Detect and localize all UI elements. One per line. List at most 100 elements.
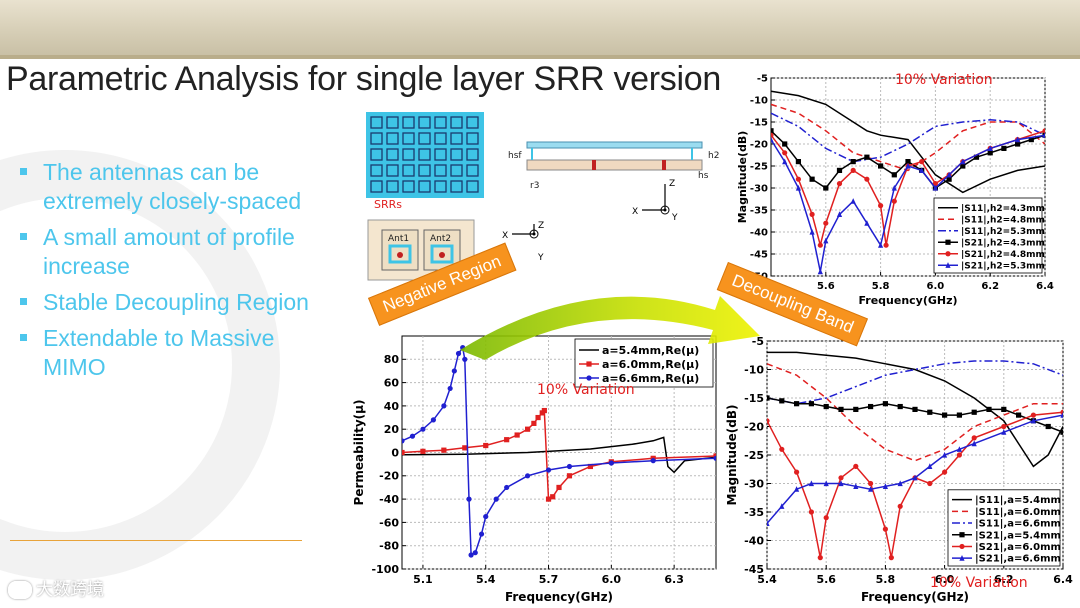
x-tick-label: 6.4 [1053,573,1073,586]
x-tick-label: 5.1 [413,573,433,586]
y-tick-label: 80 [384,353,400,366]
legend-box [933,197,1043,274]
y-tick-label: -5 [757,74,768,85]
data-point [897,480,903,487]
y-tick-label: -10 [744,363,764,376]
y-tick-label: 40 [384,400,400,413]
data-point [525,473,531,479]
data-point [878,163,884,169]
data-point [447,385,453,392]
legend-label: |S11|,a=6.6mm [975,519,1061,530]
feed-pin [662,160,666,170]
data-point [809,228,815,235]
data-point [782,158,788,165]
srr-cell [386,116,399,129]
srr-cell [370,164,383,177]
series-line [767,351,1063,468]
data-point [504,484,510,491]
y-tick-label: -45 [750,250,768,261]
srr-cell [466,164,479,177]
dim-h2: h2 [708,151,719,161]
data-point [864,176,870,182]
data-point [1045,423,1051,430]
data-point [713,455,716,461]
legend-box [947,489,1061,567]
series [402,436,716,474]
legend: |S11|,h2=4.3mm|S11|,h2=4.8mm |S11|,h2=5.3… [933,197,1045,274]
data-point [771,132,774,138]
green-arrow [460,296,760,360]
x-tick-label: 6.4 [1036,281,1054,292]
data-point [959,532,965,538]
data-point [767,395,770,401]
ant2-label: Ant2 [430,234,451,244]
srr-cell [466,116,479,129]
srr-cells [370,116,479,193]
data-point [535,414,541,421]
srr-cell [402,116,415,129]
data-point [808,509,814,515]
srr-cell [402,164,415,177]
y-axis-label: Permeability(μ) [352,400,366,506]
axis-icon [529,229,539,239]
x-tick-label: 5.8 [876,573,896,586]
data-point [883,242,889,248]
logo-text: 大数跨境 [36,580,104,600]
data-point [836,181,843,187]
antenna-structure-figure: SRRs Ant1 Ant2 hsf h2 hs r3 Z X Y Z X Y [366,112,719,281]
data-point [795,159,801,165]
data-point [823,220,829,226]
data-point [838,406,844,412]
data-point [960,163,966,169]
data-point [853,463,859,469]
dim-hsf: hsf [508,151,522,161]
srr-array-board [366,112,484,198]
srr-cell [370,132,383,145]
srr-cell [402,132,415,145]
y-tick-label: -20 [750,140,768,151]
y-tick-label: 60 [384,376,400,389]
data-point [462,356,468,362]
data-point [545,467,552,473]
variation-annotation: 10% Variation [537,382,635,398]
data-point [905,162,911,169]
data-point [451,368,457,374]
variation-annotation: 10% Variation [895,72,993,88]
x-axis-label: Frequency(GHz) [505,590,613,604]
data-point [545,496,552,502]
bullet-item: A small amount of profile increase [18,223,318,281]
legend-label: |S11|,a=5.4mm [975,495,1061,506]
ant1-patch [388,244,412,264]
series-line [402,436,716,474]
data-point [850,167,856,173]
plot-area [767,351,1063,561]
data-point [782,141,788,147]
data-point [878,242,884,248]
data-point [1015,136,1021,143]
header-banner [0,0,1080,55]
data-point [493,496,499,502]
data-point [531,420,537,426]
y-axis-label: Magnitude(dB) [736,131,749,224]
data-point [956,452,962,458]
y-tick-label: -35 [750,206,768,217]
y-tick-label: -25 [750,162,768,173]
data-point [794,469,800,475]
data-point [932,181,938,187]
data-point [817,268,823,275]
axis-y-label: Y [537,253,544,263]
x-tick-label: 5.4 [476,573,496,586]
series [771,112,1045,163]
y-tick-label: 20 [384,423,400,436]
logo-icon [8,581,32,599]
x-axis-label: Frequency(GHz) [861,590,969,604]
data-point [472,550,478,556]
srr-cell [402,148,415,161]
bullet-item: Extendable to Massive MIMO [18,324,318,382]
srr-cell [386,148,399,161]
srr-cell [466,132,479,145]
data-point [779,446,785,452]
data-point [794,401,800,407]
x-tick-label: 6.2 [981,281,999,292]
srr-cell [418,180,431,193]
